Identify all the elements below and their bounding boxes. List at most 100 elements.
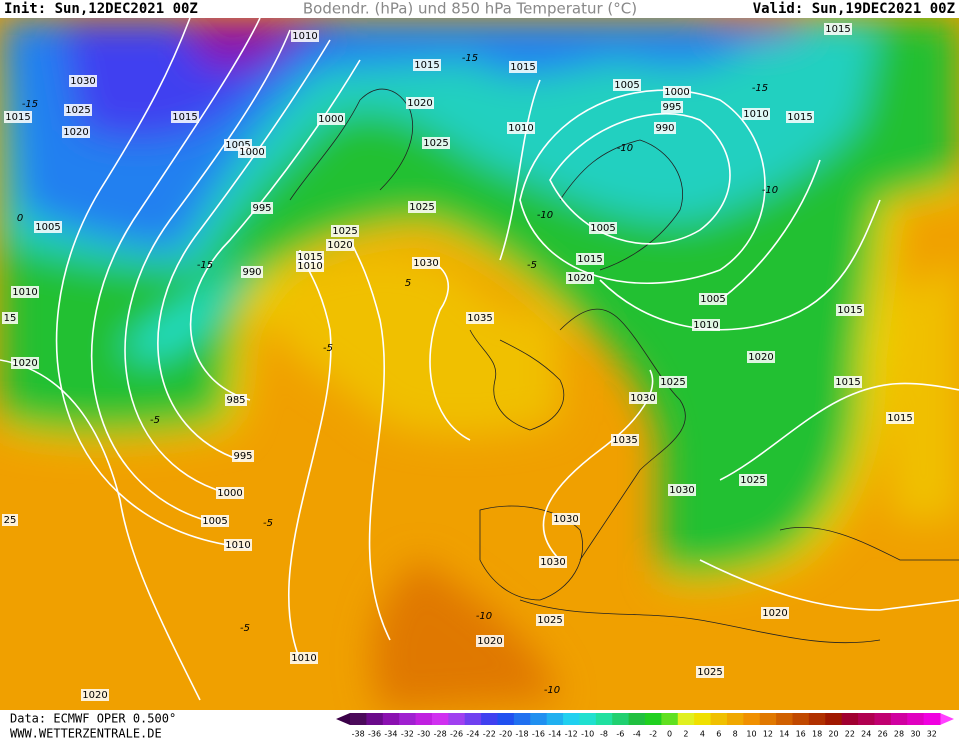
isobar-label-bg (224, 539, 252, 551)
isobar-label: 1030 (70, 76, 95, 87)
isobar-label-bg (4, 111, 32, 123)
isobar-label: 1030 (553, 514, 578, 525)
temperature-label: -10 (544, 685, 560, 696)
colorbar-label: -10 (581, 730, 594, 739)
colorbar-label: -24 (466, 730, 479, 739)
isobar-label-bg (739, 474, 767, 486)
isobar-label: 995 (233, 451, 252, 462)
map-title: Bodendr. (hPa) und 850 hPa Temperatur (°… (303, 0, 637, 18)
isobar-label-bg (654, 122, 676, 134)
isobar-label: 1025 (423, 138, 448, 149)
isobar-label-bg (668, 484, 696, 496)
isobar-label: 1005 (225, 140, 250, 151)
colorbar-label: -4 (633, 730, 641, 739)
isobar-label-bg (408, 201, 436, 213)
colorbar-label: -18 (516, 730, 529, 739)
isobar-label-bg (326, 239, 354, 251)
isobar-label: 1025 (332, 226, 357, 237)
isobar-label-bg (761, 607, 789, 619)
isobar-label: 1015 (887, 413, 912, 424)
colorbar-label: -26 (450, 730, 463, 739)
colorbar-label: 8 (733, 730, 738, 739)
isobar-label-bg (62, 126, 90, 138)
colorbar-label: 2 (683, 730, 688, 739)
colorbar-label: -20 (499, 730, 512, 739)
colorbar-cell (710, 713, 728, 725)
isobar-label: 1030 (540, 557, 565, 568)
isobar-label: 1000 (664, 87, 689, 98)
isobar-label-bg (509, 61, 537, 73)
isobar-label: 1020 (12, 358, 37, 369)
colorbar-cell (743, 713, 761, 725)
colorbar-cell (792, 713, 810, 725)
isobar-label-bg (238, 146, 266, 158)
temperature-label: -5 (527, 260, 537, 271)
isobar-label: 1035 (612, 435, 637, 446)
isobar-label: 1000 (318, 114, 343, 125)
colorbar-low-arrow (336, 713, 350, 725)
isobar-label: 1015 (837, 305, 862, 316)
isobar-label-bg (64, 104, 92, 116)
colorbar-label: -8 (600, 730, 608, 739)
isobar-label-bg (413, 59, 441, 71)
colorbar-cell (841, 713, 859, 725)
colorbar-label: 10 (746, 730, 756, 739)
colorbar-label: 6 (716, 730, 721, 739)
isobar-label: 990 (655, 123, 674, 134)
isobar-label: 1015 (510, 62, 535, 73)
temperature-label: -15 (197, 260, 213, 271)
colorbar-label: -6 (616, 730, 624, 739)
isobar-label-bg (2, 514, 18, 526)
colorbar-cell (661, 713, 679, 725)
temperature-label: -5 (263, 518, 273, 529)
isobars (0, 18, 959, 701)
isobar-label: 995 (662, 102, 681, 113)
colorbar-label: -16 (532, 730, 545, 739)
colorbar-cell (907, 713, 925, 725)
temperature-label: -10 (537, 210, 553, 221)
temperature-label: -5 (323, 343, 333, 354)
colorbar-cell (645, 713, 662, 725)
colorbar-label: 14 (779, 730, 789, 739)
temperature-label: -5 (240, 623, 250, 634)
colorbar-cell (366, 713, 384, 725)
isobar-label-bg (699, 293, 727, 305)
temperature-label: -10 (617, 143, 633, 154)
isobar-label: 1020 (407, 98, 432, 109)
colorbar-label: -2 (649, 730, 657, 739)
colorbar-cell (464, 713, 482, 725)
colorbar-label: -38 (352, 730, 365, 739)
isobar-label-bg (576, 253, 604, 265)
colorbar-cell (448, 713, 466, 725)
isobar-label: 1010 (743, 109, 768, 120)
map-field: 1010 1030 1025 1015 1020 1015 1005 1000 995 990 10… (0, 18, 959, 710)
isobar-label-bg (291, 30, 319, 42)
isobar-label-bg (225, 394, 247, 406)
isobar-label: 1005 (614, 80, 639, 91)
isobar-label: 1025 (409, 202, 434, 213)
isobar-label-bg (476, 635, 504, 647)
isobar-label: 25 (4, 515, 17, 526)
isobar-label-bg (661, 101, 683, 113)
isobar-label: 1030 (669, 485, 694, 496)
isobar-label: 1020 (477, 636, 502, 647)
isobar-label-bg (786, 111, 814, 123)
colorbar-cell (382, 713, 400, 725)
isobar-label-bg (34, 221, 62, 233)
colorbar-label: 22 (845, 730, 855, 739)
isobar-label: 1020 (327, 240, 352, 251)
colorbar-label: 12 (763, 730, 773, 739)
colorbar-cell (595, 713, 613, 725)
isobar-label: 1015 (414, 60, 439, 71)
colorbar-label: 32 (927, 730, 937, 739)
colorbar-cell (579, 713, 597, 725)
isobar-label-bg (11, 357, 39, 369)
isobar-label-bg (232, 450, 254, 462)
isobar-label-bg (566, 272, 594, 284)
colorbar-cell (513, 713, 531, 725)
isobar-label: 1010 (225, 540, 250, 551)
isobar-label: 1020 (762, 608, 787, 619)
isobar-label: 1005 (202, 516, 227, 527)
colorbar-label: -22 (483, 730, 496, 739)
